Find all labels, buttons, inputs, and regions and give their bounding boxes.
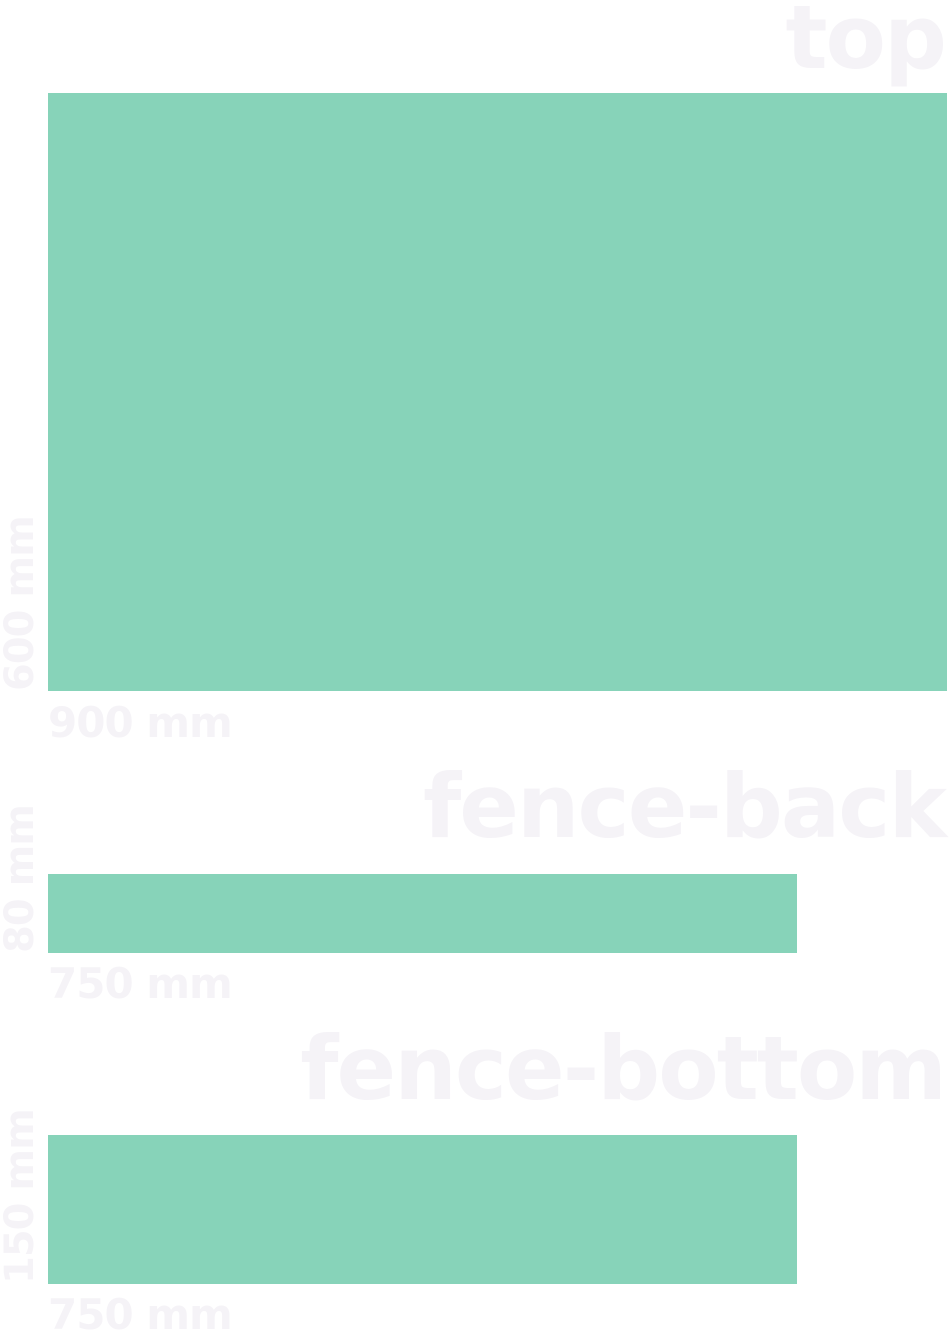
width-label-top: 900 mm: [48, 698, 233, 747]
width-label-fence-back: 750 mm: [48, 959, 233, 1008]
part-title-fence-back: fence-back: [422, 755, 947, 858]
width-label-fence-bottom: 750 mm: [48, 1290, 233, 1339]
height-label-fence-back: 80 mm: [0, 805, 43, 953]
panel-fence-back: [48, 874, 797, 953]
panel-fence-bottom: [48, 1135, 797, 1284]
part-title-top: top: [785, 0, 947, 89]
height-label-top: 600 mm: [0, 516, 43, 691]
panel-top: [48, 93, 947, 691]
part-title-fence-bottom: fence-bottom: [300, 1017, 947, 1120]
height-label-fence-bottom: 150 mm: [0, 1109, 43, 1284]
